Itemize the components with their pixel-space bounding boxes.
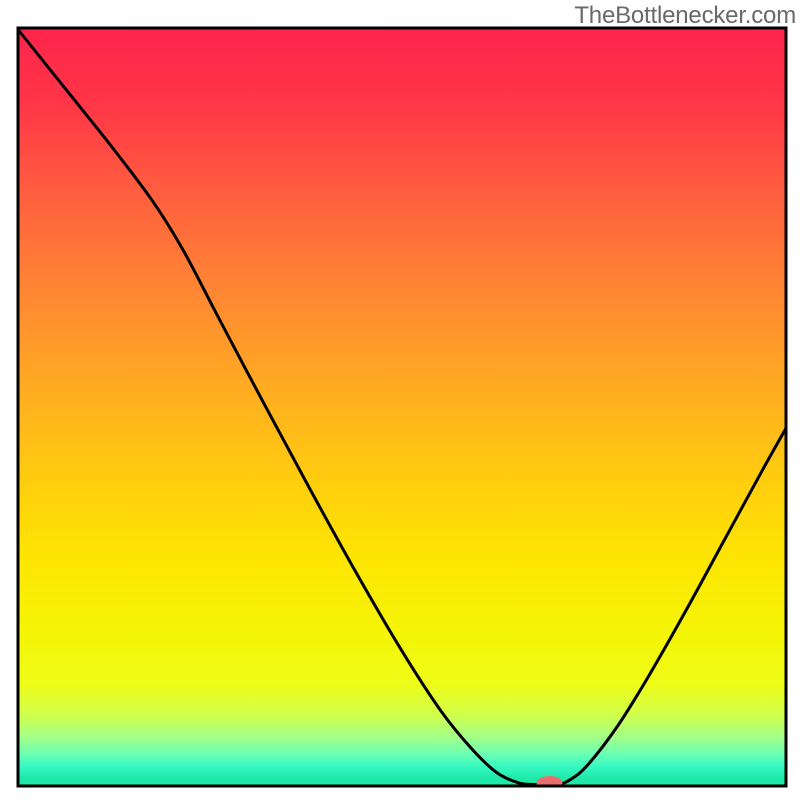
optimal-point-marker <box>536 776 562 790</box>
bottleneck-chart <box>0 0 800 800</box>
watermark-text: TheBottlenecker.com <box>574 2 796 30</box>
chart-background-gradient <box>18 28 786 786</box>
